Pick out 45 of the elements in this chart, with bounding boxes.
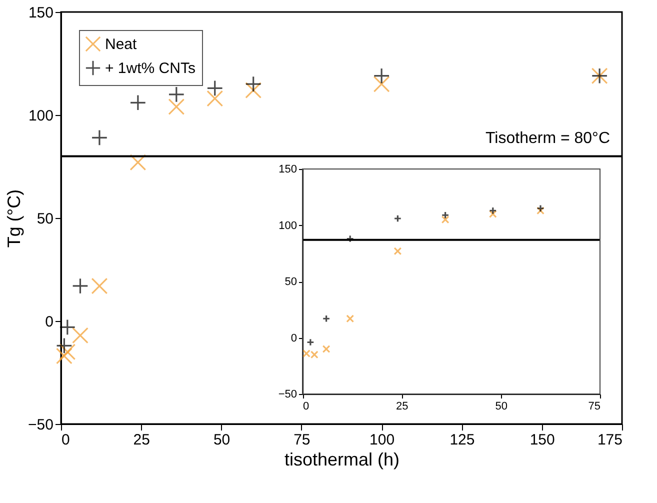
point: [373, 76, 390, 92]
point: [72, 327, 88, 344]
y-axis-title: Tg (°C): [4, 189, 24, 248]
x-tick-label: 75: [588, 400, 600, 412]
x-tick-label: 25: [133, 432, 150, 448]
x-tick-label: 150: [530, 432, 555, 448]
y-tick-label: −50: [278, 388, 297, 400]
point: [245, 82, 262, 98]
point: [206, 90, 224, 107]
point: [206, 80, 224, 96]
y-tick-label: 50: [36, 210, 54, 228]
y-tick-label: 150: [28, 4, 54, 22]
y-tick-label: 150: [278, 164, 297, 176]
x-tick-label: 0: [62, 432, 70, 448]
point: [130, 154, 146, 171]
y-tick-label: 50: [284, 276, 297, 288]
y-tick-label: 100: [28, 108, 54, 124]
x-axis-title: tisothermal (h): [284, 450, 400, 470]
point: [56, 348, 72, 364]
point: [91, 278, 108, 294]
x-tick-label: 50: [213, 432, 230, 448]
x-tick-label: 100: [370, 432, 395, 448]
point: [56, 338, 72, 354]
point: [91, 129, 108, 146]
legend-label: Neat: [105, 36, 138, 53]
point: [168, 86, 185, 103]
x-tick-label: 50: [495, 400, 508, 412]
y-tick-label: 0: [290, 332, 297, 344]
x-tick-label: 125: [450, 432, 475, 448]
point: [130, 94, 146, 111]
x-tick-label: 175: [597, 432, 622, 448]
point: [59, 318, 76, 336]
y-tick-label: 100: [278, 220, 297, 232]
ref-line-label: Tisotherm = 80°C: [485, 130, 610, 148]
x-tick-label: 75: [294, 432, 310, 448]
x-tick-label: 0: [303, 400, 310, 412]
y-tick-label: 0: [45, 314, 54, 330]
x-tick-label: 25: [396, 400, 408, 412]
point: [373, 68, 390, 84]
point: [168, 98, 185, 115]
point: [245, 76, 262, 92]
point: [72, 278, 88, 294]
point: [59, 344, 76, 360]
y-tick-label: −50: [28, 416, 54, 434]
legend-label: + 1wt% CNTs: [105, 60, 196, 77]
